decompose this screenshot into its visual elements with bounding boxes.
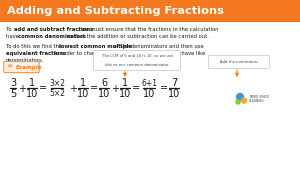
Text: Add the numerators: Add the numerators — [220, 60, 258, 64]
Text: 5: 5 — [10, 89, 16, 99]
Text: 3: 3 — [10, 78, 16, 88]
Text: in order to change the fractions so that they all have like: in order to change the fractions so that… — [53, 51, 205, 56]
Text: of the denominators and then use: of the denominators and then use — [112, 44, 204, 49]
Text: 1: 1 — [80, 78, 86, 88]
Text: LEARNING: LEARNING — [249, 99, 265, 103]
Text: Adding and Subtracting Fractions: Adding and Subtracting Fractions — [7, 6, 224, 16]
Text: 1: 1 — [29, 78, 35, 88]
Text: 10: 10 — [98, 89, 110, 99]
Text: ✏: ✏ — [8, 64, 13, 70]
Text: 6+1: 6+1 — [141, 79, 157, 88]
Text: Example: Example — [16, 64, 42, 70]
Text: 1: 1 — [122, 78, 128, 88]
Text: this as our common denominator: this as our common denominator — [105, 63, 169, 67]
Circle shape — [242, 98, 247, 103]
Text: 5×2: 5×2 — [49, 89, 65, 98]
Text: To do this we find the: To do this we find the — [6, 44, 64, 49]
Text: 3×2: 3×2 — [49, 79, 65, 88]
Text: 10: 10 — [168, 89, 180, 99]
Text: add and subtract fractions: add and subtract fractions — [14, 27, 93, 32]
Text: common denominators: common denominators — [18, 34, 86, 39]
Text: lowest common multiple: lowest common multiple — [59, 44, 132, 49]
Text: =: = — [90, 83, 98, 94]
Text: =: = — [132, 83, 140, 94]
Circle shape — [236, 100, 240, 104]
FancyBboxPatch shape — [94, 50, 181, 71]
Text: 10: 10 — [143, 89, 155, 99]
Text: have: have — [6, 34, 21, 39]
FancyBboxPatch shape — [208, 55, 269, 69]
Text: , we must ensure that the fractions in the calculation: , we must ensure that the fractions in t… — [79, 27, 219, 32]
Text: 10: 10 — [77, 89, 89, 99]
Text: +: + — [111, 83, 119, 94]
Text: so that the addition or subtraction can be carried out.: so that the addition or subtraction can … — [65, 34, 209, 39]
Text: +: + — [69, 83, 77, 94]
Text: 10: 10 — [119, 89, 131, 99]
FancyBboxPatch shape — [4, 61, 39, 73]
Text: =: = — [39, 83, 47, 94]
Text: To: To — [6, 27, 13, 32]
Text: The LCM of 5 and 10 is 10, so we use: The LCM of 5 and 10 is 10, so we use — [101, 54, 172, 58]
Text: equivalent fractions: equivalent fractions — [6, 51, 66, 56]
FancyBboxPatch shape — [0, 0, 300, 22]
Text: 10: 10 — [26, 89, 38, 99]
Text: 7: 7 — [171, 78, 177, 88]
Circle shape — [236, 94, 244, 100]
Text: +: + — [18, 83, 26, 94]
Text: THIRD SPACE: THIRD SPACE — [249, 95, 269, 99]
Text: =: = — [160, 83, 168, 94]
Text: 6: 6 — [101, 78, 107, 88]
Text: denominators.: denominators. — [6, 58, 44, 63]
